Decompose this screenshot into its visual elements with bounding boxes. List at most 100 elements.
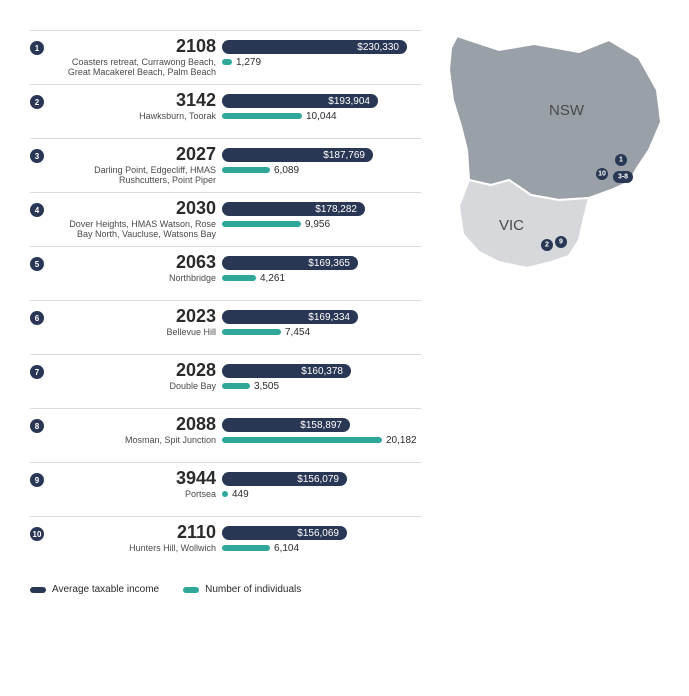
bars-col: $187,769 6,089 — [222, 145, 421, 188]
chart-row: 5 2063 Northbridge $169,365 4,261 — [30, 246, 421, 300]
chart-row: 2 3142 Hawksburn, Toorak $193,904 10,044 — [30, 84, 421, 138]
postcode-text: 2108 — [52, 37, 216, 57]
map-nsw-vic: NSW VIC 1103-829 — [439, 30, 669, 280]
label-col: 2028 Double Bay — [52, 361, 222, 404]
chart-row: 6 2023 Bellevue Hill $169,334 7,454 — [30, 300, 421, 354]
individuals-bar-wrap: 3,505 — [222, 381, 421, 391]
bars-col: $156,079 449 — [222, 469, 421, 512]
individuals-value: 10,044 — [306, 111, 337, 122]
income-value: $169,334 — [308, 312, 350, 323]
rank-col: 7 — [30, 361, 52, 404]
label-col: 2030 Dover Heights, HMAS Watson, Rose Ba… — [52, 199, 222, 242]
rank-badge: 1 — [30, 41, 44, 55]
postcode-text: 3142 — [52, 91, 216, 111]
income-value: $156,069 — [297, 528, 339, 539]
postcode-text: 2110 — [52, 523, 216, 543]
individuals-value: 1,279 — [236, 57, 261, 68]
rank-badge: 3 — [30, 149, 44, 163]
rank-badge: 8 — [30, 419, 44, 433]
individuals-bar-wrap: 6,104 — [222, 543, 421, 553]
bars-col: $178,282 9,956 — [222, 199, 421, 242]
bars-col: $169,365 4,261 — [222, 253, 421, 296]
income-bar-wrap: $169,334 — [222, 309, 421, 325]
postcode-text: 2028 — [52, 361, 216, 381]
suburbs-text: Bellevue Hill — [52, 327, 216, 337]
income-bar: $169,365 — [222, 256, 358, 270]
label-col: 2110 Hunters Hill, Wollwich — [52, 523, 222, 566]
individuals-value: 6,104 — [274, 543, 299, 554]
income-value: $156,079 — [297, 474, 339, 485]
suburbs-text: Double Bay — [52, 381, 216, 391]
rank-col: 9 — [30, 469, 52, 512]
income-bar-wrap: $230,330 — [222, 39, 421, 55]
rank-badge: 10 — [30, 527, 44, 541]
rank-badge: 7 — [30, 365, 44, 379]
postcode-text: 3944 — [52, 469, 216, 489]
income-bar: $160,378 — [222, 364, 351, 378]
label-col: 3944 Portsea — [52, 469, 222, 512]
bars-col: $158,897 20,182 — [222, 415, 421, 458]
label-col: 3142 Hawksburn, Toorak — [52, 91, 222, 134]
individuals-bar — [222, 383, 250, 389]
map-pin-label: 2 — [545, 242, 549, 249]
rank-badge: 2 — [30, 95, 44, 109]
rank-col: 8 — [30, 415, 52, 458]
individuals-bar — [222, 275, 256, 281]
income-bar: $193,904 — [222, 94, 378, 108]
postcode-text: 2063 — [52, 253, 216, 273]
individuals-bar-wrap: 449 — [222, 489, 421, 499]
label-col: 2063 Northbridge — [52, 253, 222, 296]
rank-badge: 5 — [30, 257, 44, 271]
rank-badge: 6 — [30, 311, 44, 325]
income-value: $193,904 — [328, 96, 370, 107]
suburbs-text: Northbridge — [52, 273, 216, 283]
map-label-nsw: NSW — [549, 102, 585, 119]
income-bar: $156,069 — [222, 526, 347, 540]
chart-row: 4 2030 Dover Heights, HMAS Watson, Rose … — [30, 192, 421, 246]
individuals-value: 9,956 — [305, 219, 330, 230]
suburbs-text: Mosman, Spit Junction — [52, 435, 216, 445]
suburbs-text: Hunters Hill, Wollwich — [52, 543, 216, 553]
chart-row: 7 2028 Double Bay $160,378 3,505 — [30, 354, 421, 408]
rank-badge: 9 — [30, 473, 44, 487]
chart-row: 1 2108 Coasters retreat, Currawong Beach… — [30, 30, 421, 84]
individuals-bar — [222, 167, 270, 173]
bars-col: $169,334 7,454 — [222, 307, 421, 350]
income-bar: $158,897 — [222, 418, 350, 432]
income-value: $160,378 — [301, 366, 343, 377]
income-bar: $156,079 — [222, 472, 347, 486]
individuals-bar-wrap: 10,044 — [222, 111, 421, 121]
individuals-value: 449 — [232, 489, 249, 500]
income-value: $158,897 — [300, 420, 342, 431]
postcode-text: 2030 — [52, 199, 216, 219]
legend-swatch-individuals — [183, 587, 199, 593]
chart-row: 10 2110 Hunters Hill, Wollwich $156,069 … — [30, 516, 421, 570]
legend-label-individuals: Number of individuals — [205, 584, 301, 595]
income-bar: $230,330 — [222, 40, 407, 54]
bars-col: $230,330 1,279 — [222, 37, 421, 80]
income-bar: $169,334 — [222, 310, 358, 324]
rank-col: 6 — [30, 307, 52, 350]
income-bar-wrap: $193,904 — [222, 93, 421, 109]
suburbs-text: Darling Point, Edgecliff, HMAS Rushcutte… — [52, 165, 216, 186]
postcode-text: 2023 — [52, 307, 216, 327]
income-bar-wrap: $160,378 — [222, 363, 421, 379]
legend-label-income: Average taxable income — [52, 584, 159, 595]
rank-col: 10 — [30, 523, 52, 566]
income-bar-wrap: $169,365 — [222, 255, 421, 271]
rank-col: 4 — [30, 199, 52, 242]
individuals-bar — [222, 437, 382, 443]
individuals-bar-wrap: 9,956 — [222, 219, 421, 229]
map-pin-label: 9 — [559, 239, 563, 246]
bars-col: $156,069 6,104 — [222, 523, 421, 566]
bars-col: $160,378 3,505 — [222, 361, 421, 404]
label-col: 2023 Bellevue Hill — [52, 307, 222, 350]
postcode-text: 2027 — [52, 145, 216, 165]
legend-swatch-income — [30, 587, 46, 593]
individuals-value: 4,261 — [260, 273, 285, 284]
income-value: $187,769 — [323, 150, 365, 161]
rank-badge: 4 — [30, 203, 44, 217]
chart-column: 1 2108 Coasters retreat, Currawong Beach… — [30, 30, 421, 570]
individuals-bar-wrap: 7,454 — [222, 327, 421, 337]
individuals-bar — [222, 59, 232, 65]
